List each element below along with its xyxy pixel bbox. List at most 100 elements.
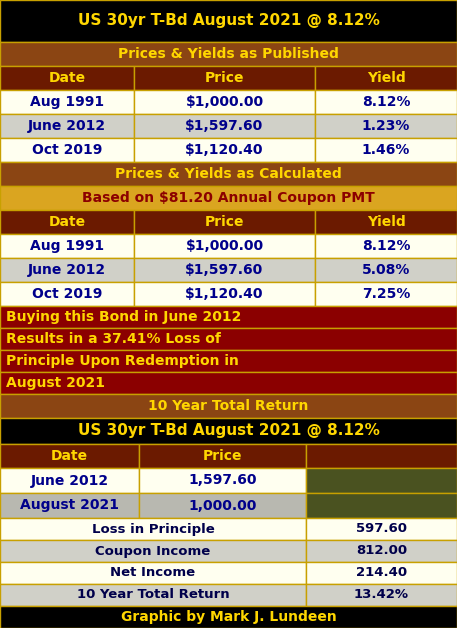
Text: Price: Price [205,71,244,85]
Text: 8.12%: 8.12% [362,95,410,109]
Bar [0,306,457,328]
Text: Oct 2019: Oct 2019 [32,143,102,157]
Text: 812.00: 812.00 [356,544,407,558]
Bar [306,562,457,584]
Bar [315,282,457,306]
Text: Oct 2019: Oct 2019 [32,287,102,301]
Text: Yield: Yield [367,71,405,85]
Bar [134,258,315,282]
Text: June 2012: June 2012 [31,474,109,487]
Text: US 30yr T-Bd August 2021 @ 8.12%: US 30yr T-Bd August 2021 @ 8.12% [78,423,379,438]
Text: US 30yr T-Bd August 2021 @ 8.12%: US 30yr T-Bd August 2021 @ 8.12% [78,13,379,28]
Text: 10 Year Total Return: 10 Year Total Return [77,588,229,602]
Text: 13.42%: 13.42% [354,588,409,602]
Text: 1.23%: 1.23% [362,119,410,133]
Text: $1,597.60: $1,597.60 [186,119,264,133]
Bar [0,468,139,493]
Text: Date: Date [51,449,88,463]
Bar [315,210,457,234]
Bar [0,258,134,282]
Text: Price: Price [205,215,244,229]
Text: 1.46%: 1.46% [362,143,410,157]
Bar [134,210,315,234]
Text: 1,000.00: 1,000.00 [188,499,257,512]
Text: 5.08%: 5.08% [362,263,410,277]
Text: Graphic by Mark J. Lundeen: Graphic by Mark J. Lundeen [121,610,336,624]
Bar [306,493,457,518]
Text: 8.12%: 8.12% [362,239,410,253]
Text: Net Income: Net Income [111,566,196,580]
Bar [139,444,306,468]
Text: June 2012: June 2012 [28,263,106,277]
Bar [306,540,457,562]
Text: Date: Date [48,71,85,85]
Bar [0,394,457,418]
Bar [0,234,134,258]
Text: Based on $81.20 Annual Coupon PMT: Based on $81.20 Annual Coupon PMT [82,191,375,205]
Bar [315,66,457,90]
Bar [0,42,457,66]
Text: $1,120.40: $1,120.40 [185,143,264,157]
Text: August 2021: August 2021 [20,499,119,512]
Bar [0,66,134,90]
Bar [134,282,315,306]
Bar [134,234,315,258]
Bar [134,114,315,138]
Text: Coupon Income: Coupon Income [96,544,211,558]
Text: June 2012: June 2012 [28,119,106,133]
Text: Prices & Yields as Calculated: Prices & Yields as Calculated [115,167,342,181]
Bar [0,493,139,518]
Text: $1,000.00: $1,000.00 [186,239,264,253]
Bar [315,114,457,138]
Bar [315,138,457,162]
Bar [0,606,457,628]
Bar [0,0,457,42]
Text: Aug 1991: Aug 1991 [30,239,104,253]
Bar [306,444,457,468]
Bar [0,418,457,444]
Bar [315,90,457,114]
Text: 214.40: 214.40 [356,566,407,580]
Text: 10 Year Total Return: 10 Year Total Return [149,399,308,413]
Bar [0,210,134,234]
Bar [0,518,306,540]
Text: Results in a 37.41% Loss of: Results in a 37.41% Loss of [6,332,221,346]
Bar [306,584,457,606]
Bar [306,518,457,540]
Bar [0,540,306,562]
Text: Loss in Principle: Loss in Principle [91,522,214,536]
Bar [0,444,139,468]
Bar [315,258,457,282]
Text: $1,597.60: $1,597.60 [186,263,264,277]
Bar [0,162,457,186]
Bar [134,90,315,114]
Bar [0,584,306,606]
Bar [0,372,457,394]
Text: $1,000.00: $1,000.00 [186,95,264,109]
Text: Principle Upon Redemption in: Principle Upon Redemption in [6,354,239,368]
Text: Aug 1991: Aug 1991 [30,95,104,109]
Text: Buying this Bond in June 2012: Buying this Bond in June 2012 [6,310,241,324]
Bar [0,562,306,584]
Text: Prices & Yields as Published: Prices & Yields as Published [118,47,339,61]
Text: Price: Price [203,449,242,463]
Bar [0,186,457,210]
Bar [0,282,134,306]
Bar [0,328,457,350]
Text: 597.60: 597.60 [356,522,407,536]
Bar [139,493,306,518]
Bar [134,66,315,90]
Text: Date: Date [48,215,85,229]
Bar [139,468,306,493]
Bar [0,350,457,372]
Bar [306,468,457,493]
Text: 7.25%: 7.25% [362,287,410,301]
Bar [315,234,457,258]
Text: August 2021: August 2021 [6,376,105,390]
Bar [134,138,315,162]
Bar [0,138,134,162]
Text: 1,597.60: 1,597.60 [188,474,257,487]
Bar [0,90,134,114]
Text: $1,120.40: $1,120.40 [185,287,264,301]
Bar [0,114,134,138]
